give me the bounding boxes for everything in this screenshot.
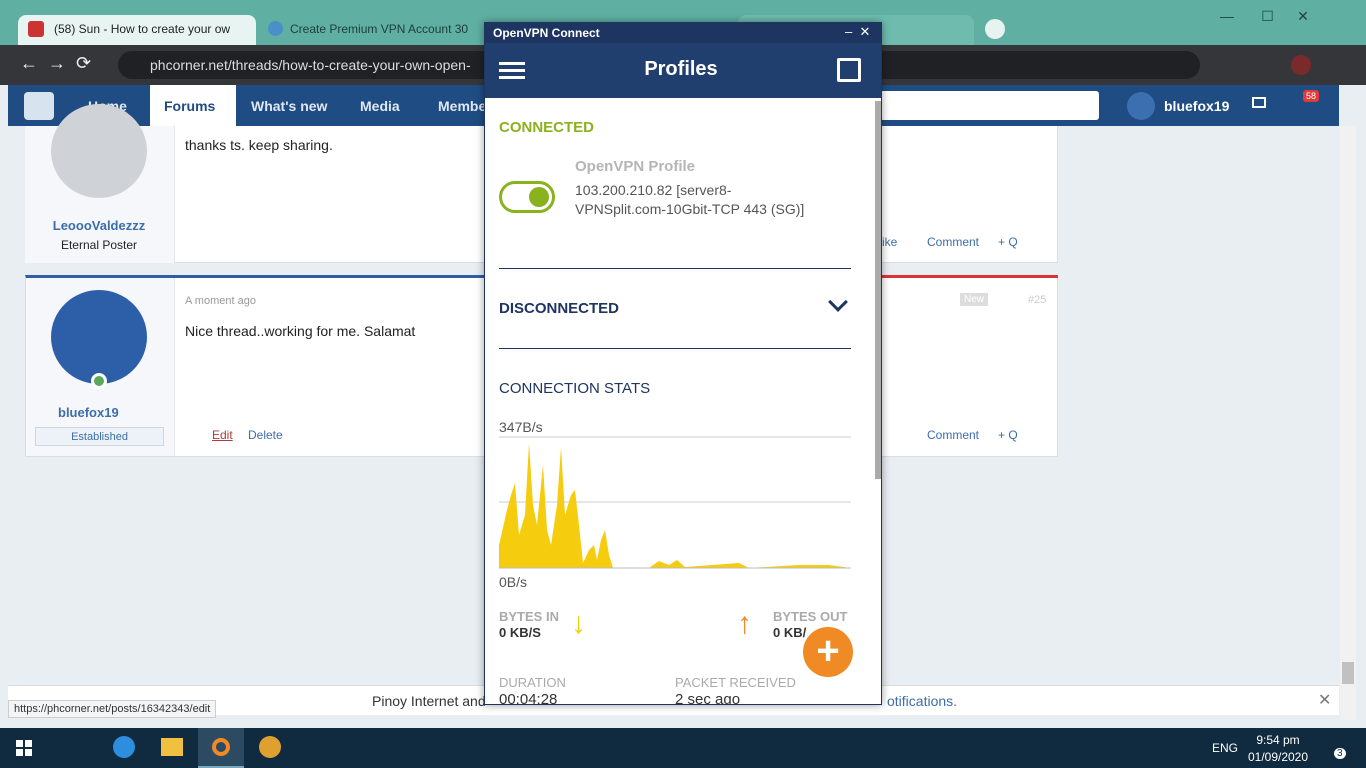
nav-item[interactable]: Media — [360, 98, 400, 114]
nav-active — [150, 85, 236, 126]
clock-time[interactable]: 9:54 pm — [1256, 733, 1300, 747]
post-time: A moment ago — [185, 295, 256, 307]
user-name[interactable]: bluefox19 — [1164, 98, 1230, 114]
online-dot — [91, 373, 107, 389]
post-border — [880, 275, 1058, 278]
scroll-thumb[interactable] — [1342, 662, 1354, 684]
tab-title[interactable]: Create Premium VPN Account 30 — [290, 22, 469, 36]
notification-badge: 58 — [1303, 90, 1320, 102]
author[interactable]: LeoooValdezzz — [52, 218, 146, 233]
window-controls[interactable]: — ☐ ✕ — [1220, 8, 1309, 24]
nav-buttons[interactable]: ← → ⟳ — [20, 53, 92, 73]
nav-item[interactable]: Member — [438, 98, 492, 114]
author[interactable]: bluefox19 — [58, 405, 119, 420]
duration-label: DURATION — [499, 675, 566, 690]
action[interactable]: Delete — [248, 428, 283, 442]
divider — [499, 268, 851, 269]
user-avatar[interactable] — [1127, 92, 1155, 120]
profile-name: OpenVPN Profile — [575, 158, 696, 175]
expand-chevron[interactable] — [828, 292, 848, 312]
rank: Established — [35, 427, 164, 446]
action[interactable]: ike — [882, 235, 898, 249]
post-text: Nice thread..working for me. Salamat — [185, 323, 416, 339]
action[interactable]: Edit — [212, 428, 233, 442]
search-box[interactable] — [880, 91, 1099, 120]
bytes-in-label: BYTES IN — [499, 609, 559, 624]
clock-date[interactable]: 01/09/2020 — [1247, 750, 1309, 764]
tab-title: (58) Sun - How to create your ow — [54, 22, 231, 36]
vpn-window-title: OpenVPN Connect — [493, 26, 600, 40]
new-tab[interactable] — [985, 19, 1005, 39]
action[interactable]: + Q — [998, 235, 1018, 249]
chrome-icon[interactable] — [259, 736, 281, 758]
favicon — [268, 21, 283, 36]
profile-avatar[interactable] — [1291, 55, 1311, 75]
graph-min-label: 0B/s — [499, 574, 528, 590]
post-text: thanks ts. keep sharing. — [185, 137, 333, 153]
traffic-graph — [499, 436, 851, 569]
explorer-icon[interactable] — [161, 738, 183, 756]
import-button[interactable] — [837, 58, 861, 82]
vpn-header-title: Profiles — [644, 58, 718, 80]
language[interactable]: ENG — [1212, 741, 1239, 755]
packet: 2 sec ago — [675, 691, 741, 705]
new-badge: New — [960, 293, 989, 306]
favicon — [28, 21, 44, 37]
traffic-area — [499, 443, 851, 568]
vpn-titlebar — [485, 23, 881, 43]
action[interactable]: + Q — [998, 428, 1018, 442]
post-number[interactable]: #25 — [1028, 294, 1047, 306]
action[interactable]: Comment — [927, 428, 980, 442]
edge-icon[interactable] — [113, 736, 135, 758]
vpn-scrollbar[interactable] — [875, 101, 881, 479]
bytes-out: 0 KB/ — [773, 625, 807, 640]
menu-button[interactable] — [499, 62, 525, 79]
vpn-window-controls[interactable]: – ✕ — [845, 24, 871, 39]
notice-text: Pinoy Internet and — [372, 693, 486, 709]
inbox-icon[interactable] — [1252, 97, 1266, 108]
start-button[interactable] — [16, 740, 32, 756]
avatar — [51, 290, 147, 384]
down-arrow: ↓ — [571, 607, 586, 640]
nav-item[interactable]: Forums — [164, 98, 216, 114]
openvpn-task[interactable] — [198, 728, 244, 768]
connected-label: CONNECTED — [499, 119, 595, 136]
vpn-window: OpenVPN Connect – ✕ Profiles CONNECTED O… — [484, 22, 882, 705]
tab[interactable]: (58) Sun - How to create your ow — [18, 15, 256, 45]
nav-item[interactable]: What's new — [251, 98, 328, 114]
action[interactable]: Comment — [927, 235, 980, 249]
notice-link[interactable]: otifications. — [887, 693, 958, 709]
graph-max-label: 347B/s — [499, 419, 543, 435]
divider — [499, 348, 851, 349]
bytes-in: 0 KB/S — [499, 625, 541, 640]
stats-title: CONNECTION STATS — [499, 380, 651, 397]
connection-toggle[interactable] — [499, 181, 555, 213]
bytes-out-label: BYTES OUT — [773, 609, 848, 624]
duration: 00:04:28 — [499, 691, 558, 705]
site-logo[interactable] — [24, 92, 54, 120]
profile-detail: 103.200.210.82 [server8-VPNSplit.com-10G… — [575, 182, 805, 217]
vpn-header — [485, 43, 881, 98]
url: phcorner.net/threads/how-to-create-your-… — [150, 57, 471, 73]
disconnected-label: DISCONNECTED — [499, 300, 620, 317]
status-bubble: https://phcorner.net/posts/16342343/edit — [8, 700, 217, 718]
rank: Eternal Poster — [60, 238, 138, 252]
scrollbar[interactable] — [1340, 126, 1356, 720]
add-profile-button[interactable]: + — [803, 627, 853, 677]
avatar — [51, 104, 147, 198]
packet-label: PACKET RECEIVED — [675, 675, 796, 690]
action-center-badge[interactable]: 3 — [1334, 748, 1346, 759]
up-arrow: ↑ — [737, 607, 752, 640]
close-notice[interactable]: ✕ — [1318, 692, 1332, 709]
